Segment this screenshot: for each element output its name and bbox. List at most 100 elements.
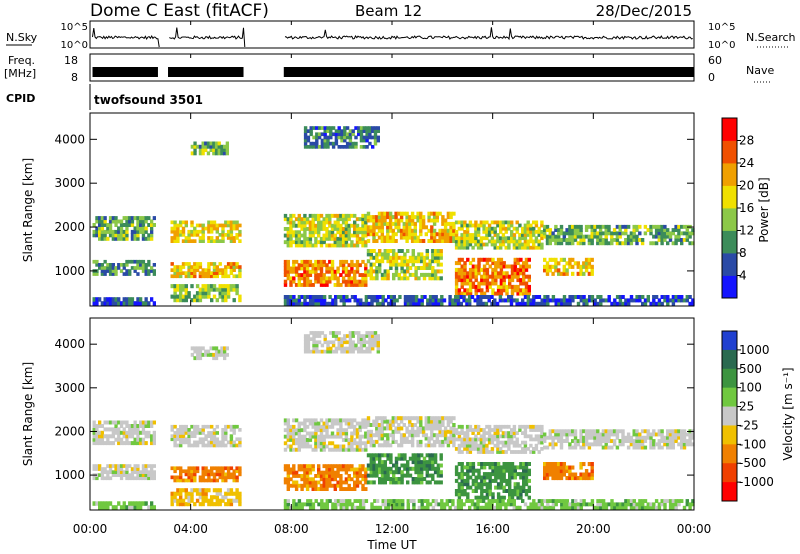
heatmap-cell [204,424,208,429]
heatmap-cell [319,283,324,287]
heatmap-cell [457,274,462,279]
heatmap-cell [508,468,512,473]
heatmap-cell [460,492,464,497]
heatmap-cell [173,431,177,435]
heatmap-cell [510,492,515,497]
heatmap-cell [303,424,307,429]
heatmap-cell [462,502,466,507]
heatmap-cell [340,349,344,354]
heatmap-cell [303,276,307,281]
heatmap-cell [198,356,203,361]
heatmap-cell [413,215,417,220]
heatmap-cell [671,432,675,437]
heatmap-cell [414,298,419,303]
heatmap-cell [195,262,200,266]
heatmap-cell [358,236,362,241]
heatmap-cell [463,239,467,244]
heatmap-cell [519,495,523,500]
heatmap-cell [348,331,353,335]
heatmap-cell [504,220,508,225]
heatmap-cell [343,340,347,345]
heatmap-cell [540,428,544,432]
heatmap-cell [454,261,459,266]
heatmap-cell [510,462,515,466]
heatmap-cell [366,423,371,427]
heatmap-cell [632,234,636,239]
heatmap-cell [408,466,413,471]
heatmap-cell [386,466,390,471]
heatmap-cell [220,349,224,354]
heatmap-cell [125,470,129,474]
heatmap-cell [402,433,406,438]
heatmap-cell [579,271,583,276]
heatmap-cell [232,498,236,503]
heatmap-cell [431,272,435,277]
heatmap-cell [381,298,385,303]
heatmap-cell [432,443,437,448]
heatmap-cell [331,126,336,130]
heatmap-cell [540,298,544,303]
heatmap-cell [476,230,481,234]
heatmap-cell [532,301,536,306]
heatmap-cell [201,144,205,149]
heatmap-cell [522,465,526,470]
heatmap-cell [119,269,124,273]
heatmap-cell [286,298,290,303]
heatmap-cell [584,469,589,474]
heatmap-cell [408,433,412,438]
heatmap-cell [432,416,437,421]
heatmap-cell [521,242,525,247]
heatmap-cell [460,462,464,466]
heatmap-cell [319,227,324,231]
heatmap-cell [286,263,290,268]
heatmap-cell [543,234,547,239]
heatmap-cell [364,444,368,449]
heatmap-cell [688,442,692,447]
heatmap-cell [397,249,401,253]
heatmap-cell [173,491,177,496]
heatmap-cell [181,424,186,429]
heatmap-cell [325,483,329,488]
heatmap-cell [323,126,327,130]
heatmap-cell [510,428,514,432]
heatmap-cell [505,284,509,289]
heatmap-cell [305,470,310,475]
heatmap-cell [224,298,228,303]
heatmap-cell [286,227,290,231]
heatmap-cell [504,424,508,429]
heatmap-cell [235,284,239,289]
heatmap-cell [441,443,445,448]
heatmap-cell [325,431,329,436]
heatmap-cell [341,276,346,281]
heatmap-cell [339,477,343,482]
heatmap-cell [456,502,461,507]
heatmap-cell [292,276,296,281]
colorbar-tick-label: 16 [739,201,754,215]
heatmap-cell [532,447,536,451]
heatmap-cell [391,215,395,220]
heatmap-cell [499,236,503,241]
heatmap-cell [496,495,501,500]
heatmap-cell [364,276,368,281]
heatmap-cell [519,485,523,490]
heatmap-cell [224,466,228,471]
heatmap-cell [364,418,368,423]
heatmap-cell [516,274,520,279]
heatmap-cell [482,447,486,451]
heatmap-cell [427,218,431,223]
heatmap-cell [386,426,390,431]
heatmap-cell [303,283,307,287]
heatmap-cell [190,151,194,156]
heatmap-cell [491,261,495,266]
heatmap-cell [392,252,396,257]
heatmap-cell [95,424,99,428]
heatmap-cell [420,477,424,481]
heatmap-cell [322,276,326,281]
heatmap-cell [133,427,137,432]
heatmap-cell [512,424,517,429]
heatmap-cell [319,273,324,277]
heatmap-cell [590,268,594,273]
heatmap-cell [482,465,487,470]
heatmap-cell [391,235,395,240]
heatmap-cell [454,284,459,289]
